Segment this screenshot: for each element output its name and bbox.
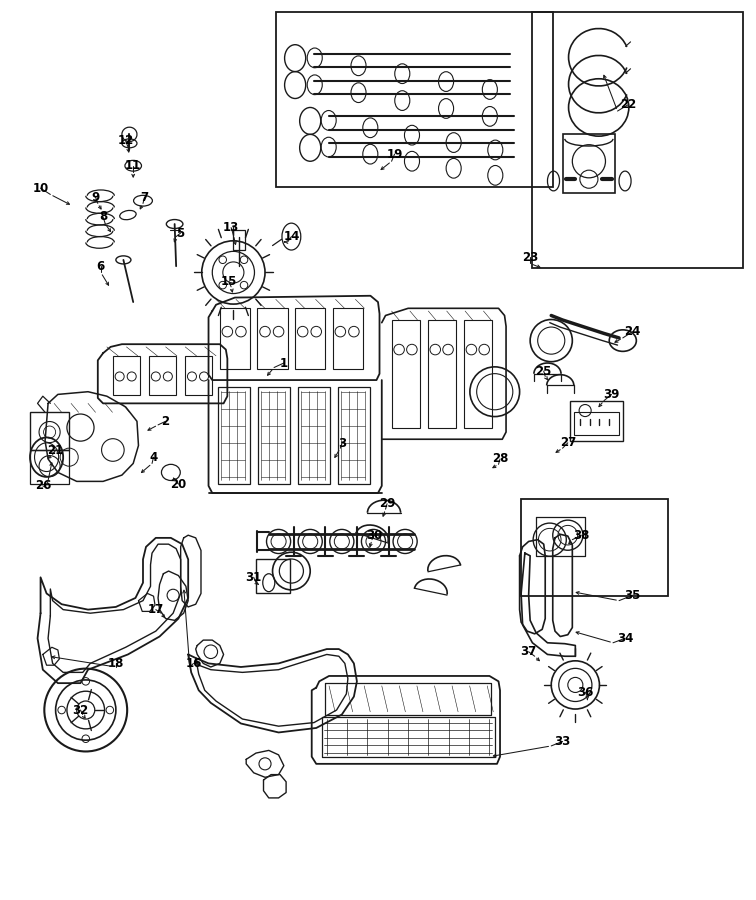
Text: 15: 15 bbox=[221, 274, 237, 288]
Bar bbox=[428, 320, 457, 428]
Text: 12: 12 bbox=[117, 134, 134, 147]
Text: 14: 14 bbox=[284, 230, 299, 243]
Text: 35: 35 bbox=[624, 589, 641, 602]
Bar bbox=[338, 387, 370, 484]
Text: 8: 8 bbox=[99, 211, 107, 223]
Text: 18: 18 bbox=[107, 657, 124, 670]
Text: 11: 11 bbox=[125, 159, 141, 172]
Bar bbox=[295, 309, 325, 369]
Bar bbox=[570, 400, 623, 441]
Text: 21: 21 bbox=[48, 444, 64, 456]
Bar bbox=[218, 387, 250, 484]
Text: 17: 17 bbox=[147, 603, 164, 616]
Bar bbox=[333, 309, 363, 369]
Text: 16: 16 bbox=[185, 657, 202, 670]
Bar bbox=[30, 412, 70, 450]
Text: 3: 3 bbox=[338, 437, 346, 450]
Text: 29: 29 bbox=[379, 498, 395, 510]
Text: 1: 1 bbox=[280, 356, 288, 370]
Bar bbox=[185, 356, 212, 395]
Bar bbox=[275, 13, 553, 187]
Text: 34: 34 bbox=[617, 632, 634, 644]
Text: 38: 38 bbox=[573, 528, 590, 542]
Text: 13: 13 bbox=[223, 221, 239, 234]
Text: 28: 28 bbox=[492, 453, 508, 465]
Bar bbox=[464, 320, 492, 428]
Bar bbox=[256, 560, 290, 593]
Bar bbox=[113, 356, 140, 395]
Text: 25: 25 bbox=[535, 364, 552, 378]
Bar bbox=[298, 387, 330, 484]
Bar bbox=[392, 320, 420, 428]
Text: 7: 7 bbox=[141, 191, 149, 203]
Bar bbox=[220, 309, 250, 369]
Text: 37: 37 bbox=[521, 645, 537, 658]
Bar bbox=[258, 309, 287, 369]
Text: 31: 31 bbox=[246, 571, 262, 584]
Text: 19: 19 bbox=[386, 148, 403, 160]
Text: 22: 22 bbox=[620, 98, 637, 112]
Text: 20: 20 bbox=[170, 478, 187, 491]
Text: 33: 33 bbox=[554, 735, 571, 748]
Bar bbox=[532, 13, 743, 268]
Text: 23: 23 bbox=[522, 251, 538, 264]
Bar bbox=[574, 412, 619, 435]
Text: 39: 39 bbox=[603, 388, 620, 400]
Text: 30: 30 bbox=[366, 528, 383, 542]
Text: 6: 6 bbox=[97, 260, 105, 273]
Text: 5: 5 bbox=[177, 227, 184, 239]
Text: 26: 26 bbox=[35, 480, 51, 492]
Bar bbox=[30, 450, 70, 484]
Text: 27: 27 bbox=[559, 436, 576, 449]
Text: 32: 32 bbox=[73, 704, 88, 716]
Text: 2: 2 bbox=[162, 415, 169, 428]
Bar bbox=[521, 500, 668, 596]
Text: 9: 9 bbox=[91, 191, 100, 203]
Bar bbox=[259, 387, 290, 484]
Bar bbox=[149, 356, 176, 395]
Bar bbox=[562, 134, 615, 193]
Text: 10: 10 bbox=[33, 182, 48, 194]
Bar bbox=[234, 230, 245, 250]
Text: 24: 24 bbox=[624, 325, 641, 338]
Text: 4: 4 bbox=[150, 451, 158, 464]
Text: 36: 36 bbox=[577, 686, 593, 698]
